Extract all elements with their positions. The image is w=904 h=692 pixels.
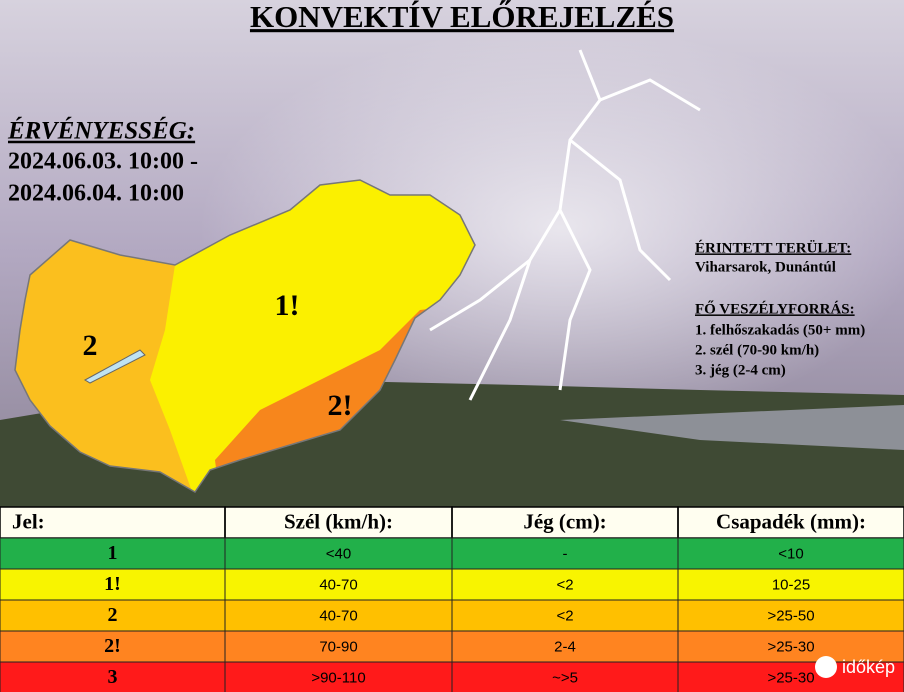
cell-text: >90-110 (311, 669, 365, 686)
cell (224, 568, 453, 601)
cell (224, 599, 453, 632)
cell (677, 661, 904, 692)
cell-text: >25-50 (767, 607, 814, 624)
zone-label: 1! (275, 289, 300, 322)
cell (677, 599, 904, 632)
cell-text: 10-25 (772, 576, 810, 593)
cell-text: <2 (556, 576, 573, 593)
header-text: Jel: (12, 509, 45, 533)
validity-to: 2024.06.04. 10:00 (8, 181, 184, 207)
lake-balaton (83, 349, 146, 384)
cell (224, 630, 453, 663)
cell (451, 630, 679, 663)
lake (560, 405, 904, 450)
hazards-label: FŐ VESZÉLYFORRÁS: (695, 300, 855, 317)
validity-label: ÉRVÉNYESSÉG: (7, 117, 195, 145)
header-text: Csapadék (mm): (716, 509, 866, 533)
title: KONVEKTÍV ELŐREJELZÉS (250, 0, 674, 34)
cell-text: 1 (108, 542, 118, 564)
cell-text: ~>5 (552, 669, 578, 686)
cell-text: <2 (556, 607, 573, 624)
cell-text: 70-90 (319, 638, 357, 655)
validity-from: 2024.06.03. 10:00 - (8, 149, 198, 175)
header-text: Jég (cm): (523, 509, 606, 533)
cell-text: 40-70 (319, 576, 357, 593)
logo: időkép (842, 657, 895, 677)
hazard-item: 1. felhőszakadás (50+ mm) (695, 322, 865, 338)
cell-text: >25-30 (767, 638, 814, 655)
cell-text: <40 (326, 545, 351, 562)
hazard-item: 2. szél (70-90 km/h) (695, 342, 819, 358)
logo-icon (815, 656, 837, 678)
cell (677, 568, 904, 601)
cell (451, 537, 679, 570)
cell (677, 630, 904, 663)
cell-text: 40-70 (319, 607, 357, 624)
cell-text: 2-4 (554, 638, 576, 655)
cell (451, 568, 679, 601)
cell (224, 661, 453, 692)
hazard-item: 3. jég (2-4 cm) (695, 362, 786, 378)
cell (0, 599, 226, 632)
cell-text: 2 (108, 604, 118, 626)
zone-label: 2 (83, 329, 98, 362)
cell-text: 3 (108, 666, 118, 688)
cell-text: 1! (104, 573, 121, 595)
header-text: Szél (km/h): (284, 509, 393, 533)
cell (0, 568, 226, 601)
cell-text: - (563, 545, 568, 562)
cell (451, 599, 679, 632)
cell (0, 661, 226, 692)
cell-text: <10 (778, 545, 803, 562)
lightning (429, 49, 701, 401)
cell-text: 2! (104, 635, 121, 657)
cell-text: >25-30 (767, 669, 814, 686)
area-label: ÉRINTETT TERÜLET: (695, 239, 851, 256)
area-value: Viharsarok, Dunántúl (695, 259, 836, 275)
zone-label: 2! (328, 389, 353, 422)
